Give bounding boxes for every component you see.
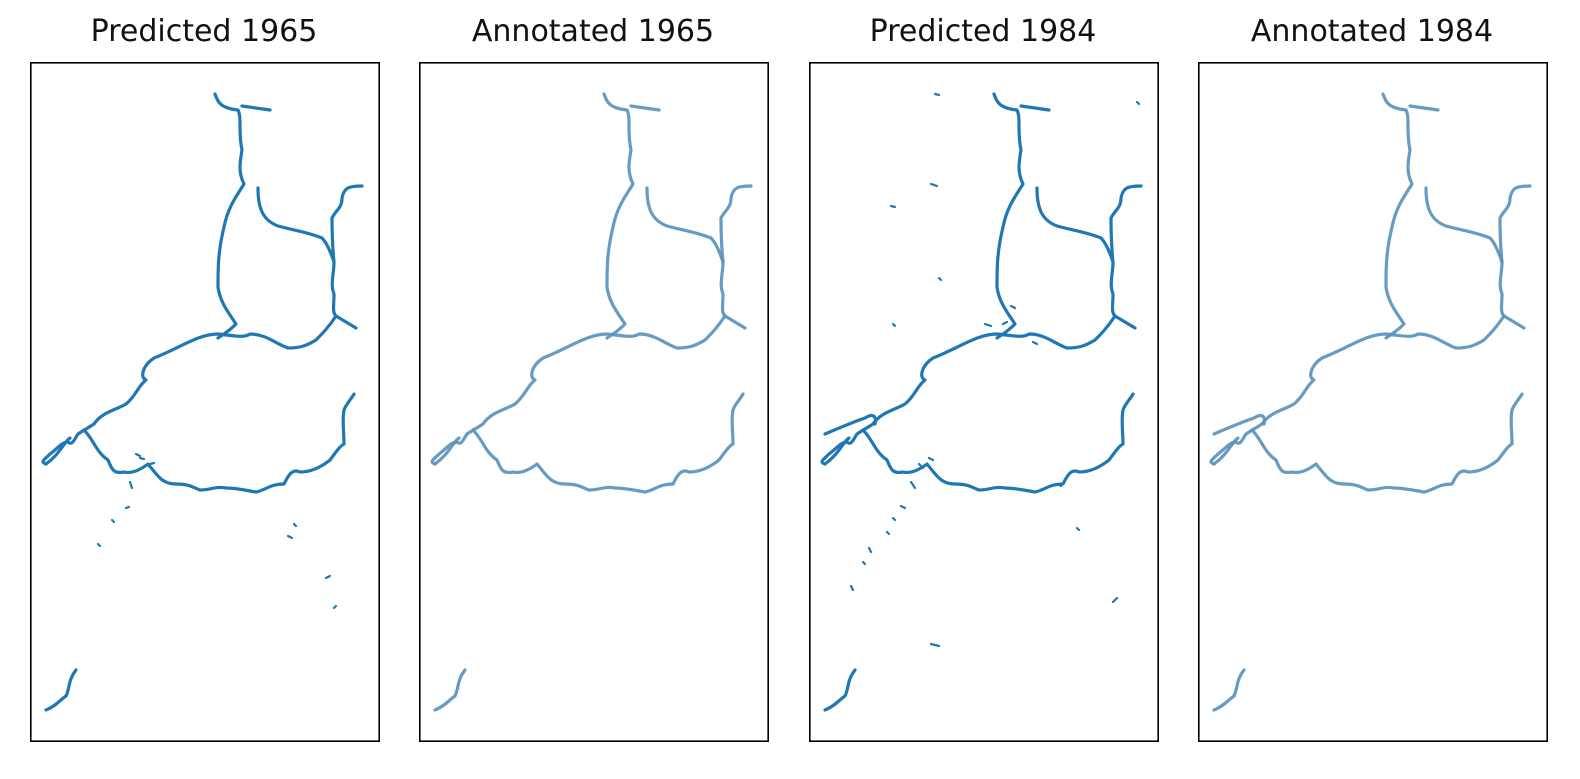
noise-fragment xyxy=(1031,340,1039,346)
road-segment-sw-tail xyxy=(44,436,72,466)
noise-fragment xyxy=(148,461,156,466)
road-segment-north-spur xyxy=(1408,104,1440,112)
road-segment-west-fork xyxy=(823,413,877,436)
noise-fragment xyxy=(891,516,897,522)
road-segment-east-arm xyxy=(1502,314,1526,330)
road-segment-east-loop xyxy=(1209,184,1532,466)
road-segment-north-branch xyxy=(602,92,635,340)
map-panel-annotated-1984 xyxy=(1198,62,1548,742)
road-segment-north-branch xyxy=(992,92,1025,340)
noise-fragment xyxy=(324,574,332,580)
road-segment-sw-stub xyxy=(1212,668,1246,712)
road-segment-sw-tail xyxy=(433,436,461,466)
road-segment-north-east xyxy=(1035,186,1115,264)
noise-fragment xyxy=(929,642,941,648)
map-panel-predicted-1965 xyxy=(30,62,380,742)
road-segment-east-arm xyxy=(723,314,747,330)
panel-title-annotated-1965: Annotated 1965 xyxy=(471,14,715,49)
noise-fragment xyxy=(1111,596,1119,604)
road-segment-north-branch xyxy=(1381,92,1414,340)
noise-fragment xyxy=(1001,320,1009,326)
road-segment-east-arm xyxy=(334,314,358,330)
noise-fragment xyxy=(332,604,338,610)
noise-fragment xyxy=(1009,304,1017,310)
noise-fragment xyxy=(1075,526,1081,532)
noise-fragment xyxy=(849,584,855,592)
noise-fragment xyxy=(1055,482,1063,488)
map-panel-annotated-1965 xyxy=(419,62,769,742)
noise-fragment xyxy=(937,276,943,282)
road-segment-north-east xyxy=(1424,186,1504,264)
road-segment-north-spur xyxy=(240,104,272,112)
noise-fragment xyxy=(286,534,294,540)
noise-fragment xyxy=(124,505,131,510)
road-segment-north-branch xyxy=(213,92,246,340)
road-segment-sw-stub xyxy=(433,668,467,712)
noise-fragment xyxy=(138,456,146,461)
panel-frame xyxy=(1198,62,1548,742)
road-segment-east-loop xyxy=(41,184,364,466)
noise-fragment xyxy=(292,522,298,528)
noise-fragment xyxy=(885,530,891,536)
panel-title-predicted-1965: Predicted 1965 xyxy=(90,14,318,49)
noise-fragment xyxy=(889,204,897,209)
road-segment-south-loop xyxy=(471,392,745,494)
noise-fragment xyxy=(929,182,939,188)
map-panel-predicted-1984 xyxy=(809,62,1159,742)
panel-title-annotated-1984: Annotated 1984 xyxy=(1250,14,1494,49)
noise-fragment xyxy=(891,322,897,328)
road-segment-north-spur xyxy=(1019,104,1051,112)
road-segment-sw-tail xyxy=(823,436,851,466)
road-segment-sw-tail xyxy=(1212,436,1240,466)
road-segment-north-spur xyxy=(629,104,661,112)
noise-fragment xyxy=(899,504,907,510)
road-segment-south-loop xyxy=(861,392,1135,494)
noise-fragment xyxy=(1135,100,1141,106)
road-segment-sw-stub xyxy=(823,668,857,712)
noise-fragment xyxy=(128,480,134,490)
noise-fragment xyxy=(96,542,102,548)
road-segment-west-fork xyxy=(1212,413,1266,436)
panel-title-predicted-1984: Predicted 1984 xyxy=(869,14,1097,49)
noise-fragment xyxy=(861,560,867,566)
road-segment-south-loop xyxy=(82,392,356,494)
noise-fragment xyxy=(110,518,116,524)
road-segment-east-loop xyxy=(430,184,753,466)
noise-fragment xyxy=(134,452,142,458)
noise-fragment xyxy=(909,480,917,490)
noise-fragment xyxy=(933,92,941,97)
noise-fragment xyxy=(983,322,993,328)
road-segment-east-arm xyxy=(1113,314,1137,330)
noise-fragment xyxy=(867,546,873,554)
road-segment-sw-stub xyxy=(44,668,78,712)
panel-frame xyxy=(419,62,769,742)
road-segment-south-loop xyxy=(1250,392,1524,494)
noise-fragment xyxy=(917,462,925,470)
road-segment-north-east xyxy=(256,186,336,264)
noise-fragment xyxy=(927,456,935,462)
road-segment-north-east xyxy=(645,186,725,264)
panel-frame xyxy=(30,62,380,742)
road-segment-east-loop xyxy=(820,184,1143,466)
panel-frame xyxy=(809,62,1159,742)
